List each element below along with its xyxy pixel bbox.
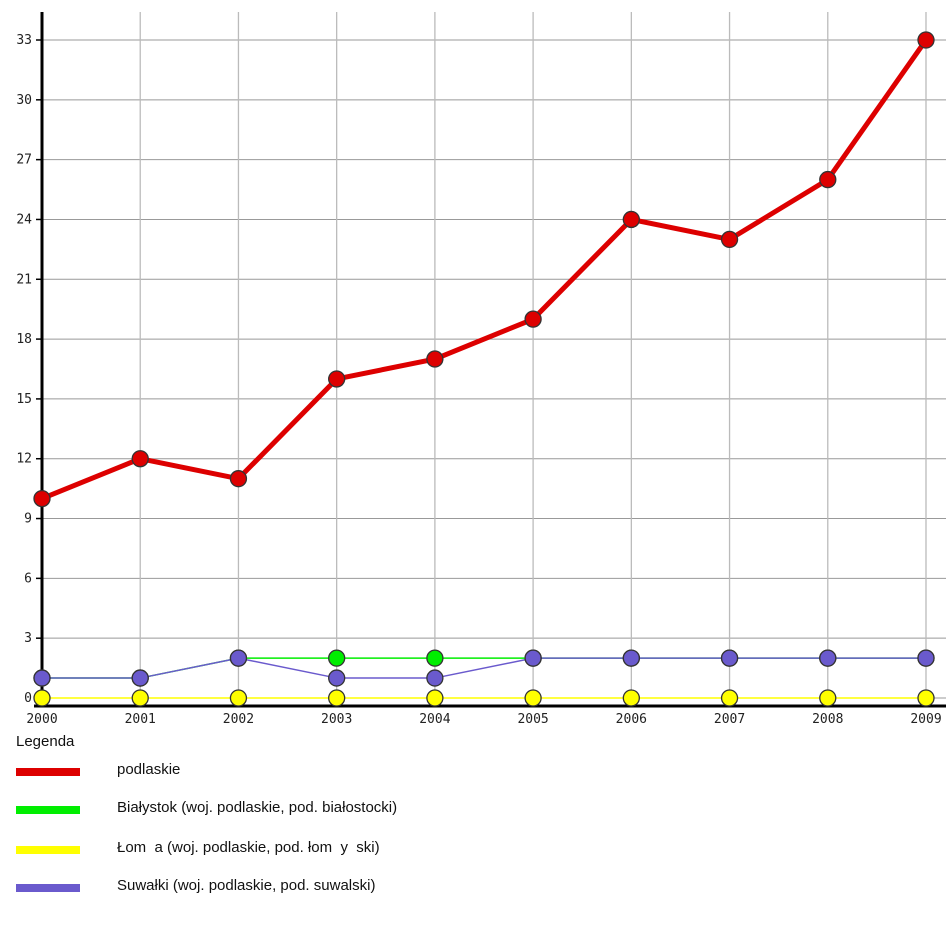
data-point	[328, 370, 346, 388]
data-point	[328, 669, 346, 687]
y-tick-label: 15	[16, 392, 32, 407]
data-point	[917, 689, 935, 707]
data-point	[229, 689, 248, 707]
data-point	[819, 649, 837, 667]
y-tick-label: 27	[16, 153, 32, 168]
data-point	[622, 649, 640, 667]
y-tick-label: 12	[16, 452, 32, 467]
y-tick-label: 21	[16, 272, 32, 287]
x-tick-label: 2008	[812, 712, 843, 725]
x-tick-label: 2005	[517, 712, 548, 725]
y-tick-label: 30	[16, 93, 32, 108]
axes	[34, 12, 946, 708]
data-point	[917, 31, 935, 49]
series-line	[42, 657, 926, 679]
legend-swatch	[16, 806, 80, 814]
x-tick-label: 2003	[321, 712, 352, 725]
data-point	[524, 649, 542, 667]
data-point	[720, 230, 739, 249]
data-point	[328, 689, 346, 707]
x-tick-label: 2000	[26, 712, 57, 725]
data-point	[622, 210, 640, 229]
legend-item-suwalki: Suwałki (woj. podlaskie, pod. suwalski)	[16, 877, 916, 897]
data-point	[33, 689, 51, 707]
data-point	[426, 669, 444, 687]
data-point	[720, 649, 739, 667]
x-tick-label: 2009	[910, 712, 941, 725]
data-point	[720, 689, 739, 707]
data-point	[131, 450, 149, 468]
series-layer	[33, 31, 935, 707]
data-point	[524, 310, 542, 328]
data-point	[426, 689, 444, 707]
legend-swatch	[16, 884, 80, 892]
legend-label: Suwałki (woj. podlaskie, pod. suwalski)	[117, 877, 376, 894]
x-tick-label: 2006	[616, 712, 647, 725]
y-tick-label: 0	[24, 691, 32, 706]
data-point	[131, 689, 149, 707]
data-point	[917, 649, 935, 667]
data-point	[819, 689, 837, 707]
grid	[41, 12, 946, 699]
tick-labels: 0 3 6 9 12 15 18 21 24 27 30 33 2000 2001 2002 2003 2004…	[16, 33, 941, 725]
legend-item-podlaskie: podlaskie	[16, 761, 916, 781]
legend-title: Legenda	[16, 733, 75, 750]
x-tick-label: 2001	[125, 712, 156, 725]
x-tick-label: 2007	[714, 712, 745, 725]
y-tick-label: 9	[24, 512, 32, 527]
data-point	[524, 689, 542, 707]
data-point	[33, 489, 51, 508]
legend-label: podlaskie	[117, 761, 181, 778]
y-tick-label: 6	[24, 571, 32, 586]
legend-item-bialystok: Białystok (woj. podlaskie, pod. białosto…	[16, 799, 916, 819]
y-tick-label: 3	[24, 631, 32, 646]
data-point	[33, 669, 51, 687]
legend-label: Łom a (woj. podlaskie, pod. łom y ski)	[117, 839, 380, 856]
data-point	[328, 649, 346, 667]
data-point	[131, 669, 149, 687]
legend-swatch	[16, 846, 80, 854]
data-point	[426, 649, 444, 667]
x-tick-label: 2004	[419, 712, 450, 725]
series-line	[41, 38, 929, 501]
data-point	[229, 470, 248, 488]
data-point	[819, 170, 837, 189]
data-point	[229, 649, 248, 667]
x-tick-label: 2002	[223, 712, 254, 725]
data-point	[426, 350, 444, 368]
y-tick-label: 18	[16, 332, 32, 347]
line-chart: 0 3 6 9 12 15 18 21 24 27 30 33 2000 2001 2002 2003 2004…	[16, 12, 946, 725]
legend-swatch	[16, 768, 80, 776]
y-tick-label: 33	[16, 33, 32, 48]
legend-item-lomza: Łom a (woj. podlaskie, pod. łom y ski)	[16, 839, 916, 859]
legend-label: Białystok (woj. podlaskie, pod. białosto…	[117, 799, 398, 816]
y-tick-label: 24	[16, 212, 32, 227]
data-point	[622, 689, 640, 707]
